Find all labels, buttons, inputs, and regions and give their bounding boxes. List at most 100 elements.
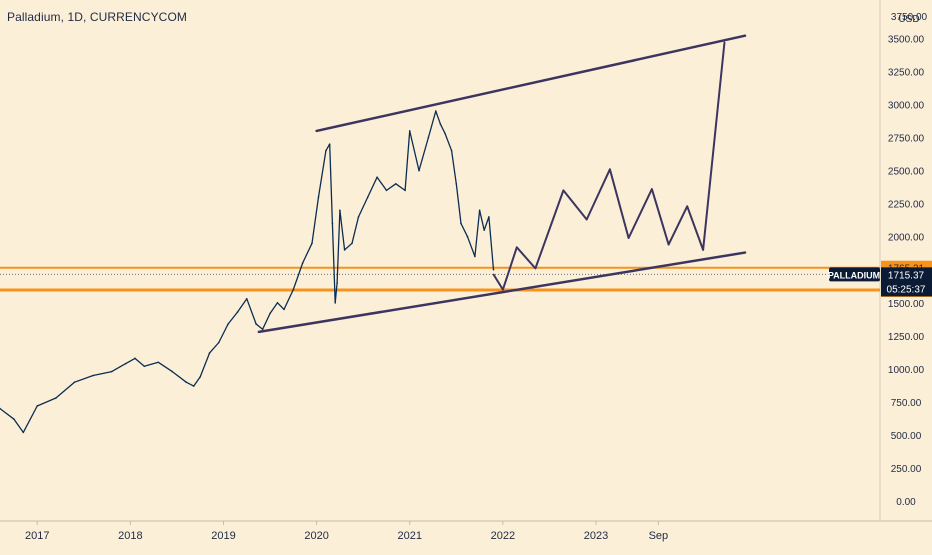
data-point-price — [478, 209, 481, 212]
data-point-price — [455, 183, 458, 185]
data-point-projection — [534, 267, 537, 270]
data-point-price — [261, 328, 264, 331]
data-point-price — [367, 196, 369, 198]
time-tick-label: 2022 — [491, 530, 515, 542]
price-axis-top-label: 3750.00 — [891, 12, 928, 23]
last-price-label: 1715.37 — [888, 270, 925, 281]
data-point-price — [492, 268, 495, 271]
data-point-projection — [585, 218, 588, 221]
trend-channel[interactable] — [257, 34, 747, 334]
data-point-price — [218, 341, 220, 344]
data-point-price — [418, 169, 420, 172]
time-tick-label: 2020 — [304, 530, 328, 542]
data-point-price — [171, 370, 174, 373]
data-point-projection — [609, 168, 611, 171]
data-point-price — [292, 288, 295, 291]
data-point-price — [134, 357, 136, 360]
time-axis[interactable]: 2017 2018 2019 2020 2021 2022 2023 Sep — [25, 521, 668, 542]
data-point-price — [460, 222, 462, 225]
price-tick-label: 2750.00 — [888, 134, 925, 145]
time-tick-label: 2019 — [211, 530, 235, 542]
data-point-price — [351, 242, 353, 245]
data-point-price — [331, 222, 334, 225]
time-tick-label: 2021 — [397, 530, 421, 542]
trendline-channel-top — [315, 34, 747, 133]
data-point-projection — [686, 205, 689, 208]
time-tick-label: 2017 — [25, 530, 49, 542]
data-point-price — [357, 216, 360, 218]
data-point-price — [334, 302, 337, 304]
data-point-price — [208, 352, 211, 354]
data-point-price — [336, 282, 338, 284]
data-point-price — [444, 132, 446, 135]
price-tick-label: 500.00 — [891, 431, 922, 442]
data-point-price — [427, 136, 430, 139]
data-point-price — [199, 376, 202, 378]
countdown-label: 05:25:37 — [887, 284, 926, 295]
time-tick-label: 2018 — [118, 530, 142, 542]
data-point-projection — [502, 288, 504, 291]
data-point-price — [328, 143, 331, 145]
price-tick-label: 2250.00 — [888, 200, 925, 211]
data-point-price — [110, 370, 113, 373]
data-point-price — [269, 312, 271, 315]
price-tick-label: 2000.00 — [888, 233, 925, 244]
data-point-price — [192, 385, 195, 387]
data-point-price — [339, 209, 341, 212]
data-point-price — [450, 149, 453, 152]
data-point-price — [435, 110, 437, 112]
data-point-projection — [723, 41, 726, 44]
data-point-price — [376, 176, 378, 178]
data-point-price — [36, 405, 39, 407]
data-point-price — [255, 323, 257, 325]
data-point-price — [276, 302, 279, 304]
data-point-projection — [627, 237, 630, 239]
data-point-price — [0, 407, 1, 410]
data-point-price — [439, 123, 442, 126]
symbol-tag — [829, 267, 880, 282]
price-axis[interactable]: 0.00 250.00 500.00 750.00 1000.00 1250.00 1500… — [888, 34, 925, 508]
data-point-projection — [516, 246, 518, 249]
data-point-price — [466, 235, 469, 238]
data-point-price — [474, 255, 476, 258]
data-point-price — [245, 298, 248, 300]
time-tick-label: 2023 — [584, 530, 608, 542]
data-point-price — [236, 311, 239, 313]
price-tick-label: 1250.00 — [888, 332, 925, 343]
data-point-projection — [667, 243, 670, 246]
data-point-price — [185, 381, 188, 383]
data-point-price — [124, 362, 127, 365]
currency-label: USD — [898, 14, 919, 25]
data-point-projection — [562, 189, 565, 192]
price-tick-label: 3000.00 — [888, 100, 925, 111]
data-point-price — [311, 242, 313, 245]
price-tick-label: 3500.00 — [888, 34, 925, 45]
trendline-channel-bottom — [257, 251, 747, 334]
price-tick-label: 0.00 — [896, 497, 916, 508]
price-series — [0, 110, 495, 434]
horizontal-levels[interactable] — [0, 266, 880, 292]
data-point-projection — [702, 249, 704, 251]
data-point-price — [394, 183, 397, 185]
data-point-price — [301, 262, 304, 264]
data-point-price — [92, 374, 94, 377]
data-point-price — [404, 189, 406, 192]
data-point-price — [483, 229, 486, 231]
price-tick-label: 750.00 — [891, 398, 922, 409]
projection-path[interactable] — [492, 41, 726, 291]
data-point-price — [157, 361, 160, 364]
data-point-price — [343, 249, 346, 251]
data-point-price — [55, 397, 57, 399]
price-tick-label: 3250.00 — [888, 67, 925, 78]
data-point-price — [385, 189, 388, 192]
symbol-title[interactable]: Palladium, 1D, CURRENCYCOM — [7, 10, 187, 24]
data-point-price — [73, 381, 76, 383]
data-point-price — [317, 196, 320, 198]
data-point-price — [488, 216, 490, 218]
time-tick-label: Sep — [649, 530, 669, 542]
data-point-price — [22, 431, 25, 434]
